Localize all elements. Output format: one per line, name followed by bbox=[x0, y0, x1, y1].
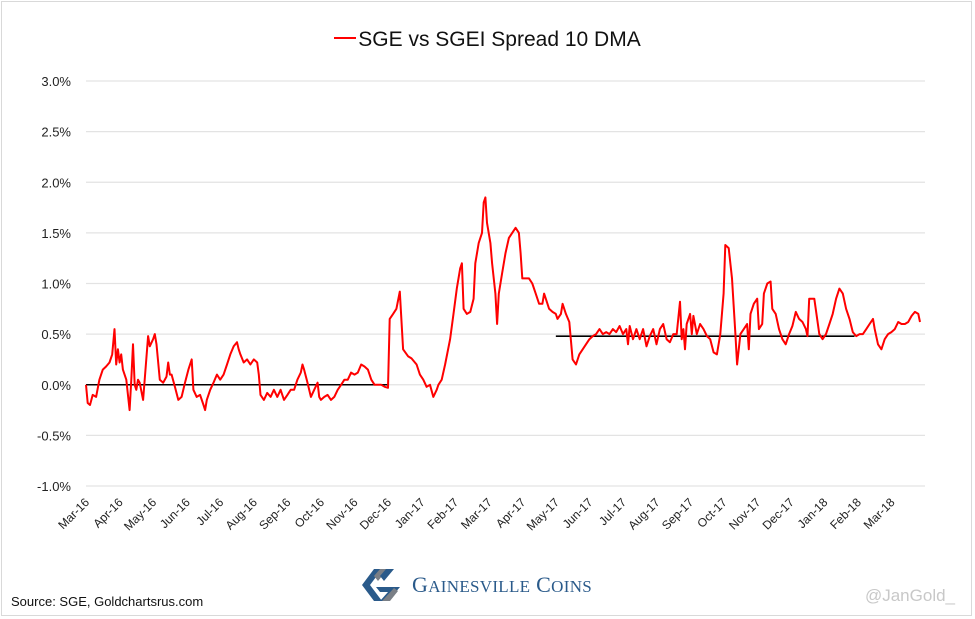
chart-title-text: SGE vs SGEI Spread 10 DMA bbox=[358, 28, 641, 51]
x-tick-label: Apr-16 bbox=[90, 495, 126, 531]
gainesville-coins-logo: GAINESVILLE COINS bbox=[360, 567, 592, 603]
x-tick-label: Oct-17 bbox=[694, 495, 730, 531]
y-tick-label: 1.0% bbox=[41, 277, 71, 292]
x-tick-label: Jul-16 bbox=[193, 495, 226, 528]
x-tick-label: Aug-16 bbox=[223, 495, 260, 532]
y-tick-label: 0.5% bbox=[41, 327, 71, 342]
y-tick-label: 3.0% bbox=[41, 74, 71, 89]
x-tick-label: Jul-17 bbox=[596, 495, 629, 528]
y-tick-label: 0.0% bbox=[41, 378, 71, 393]
x-tick-label: Sep-16 bbox=[256, 495, 293, 532]
x-tick-label: May-17 bbox=[524, 495, 562, 533]
x-tick-label: Sep-17 bbox=[659, 495, 696, 532]
x-tick-label: Jun-16 bbox=[157, 495, 193, 531]
x-tick-label: Feb-18 bbox=[827, 495, 864, 532]
y-tick-label: -1.0% bbox=[37, 479, 71, 494]
source-note: Source: SGE, Goldchartsrus.com bbox=[11, 594, 204, 609]
legend-swatch bbox=[334, 37, 357, 40]
x-tick-label: Apr-17 bbox=[493, 495, 529, 531]
x-tick-label: Aug-17 bbox=[625, 495, 662, 532]
y-tick-label: 2.5% bbox=[41, 125, 71, 140]
y-axis: 3.0% 2.5% 2.0% 1.5% 1.0% 0.5% 0.0% -0.5% -1.0% bbox=[37, 74, 71, 494]
x-tick-label: Jun-17 bbox=[560, 495, 596, 531]
chart-title: SGE vs SGEI Spread 10 DMA bbox=[0, 28, 975, 52]
series-layer bbox=[85, 196, 921, 412]
x-tick-label: Nov-16 bbox=[323, 495, 360, 532]
logo-text: GAINESVILLE COINS bbox=[412, 572, 593, 597]
y-tick-label: 2.0% bbox=[41, 175, 71, 190]
x-tick-label: Mar-17 bbox=[458, 495, 495, 532]
x-tick-label: Feb-17 bbox=[424, 495, 461, 532]
x-tick-label: Jan-17 bbox=[392, 495, 428, 531]
x-tick-label: Nov-17 bbox=[726, 495, 763, 532]
x-tick-label: Oct-16 bbox=[292, 495, 328, 531]
series-line bbox=[85, 196, 921, 412]
y-tick-label: -0.5% bbox=[37, 428, 71, 443]
grid-lines bbox=[86, 80, 925, 487]
x-tick-label: Jan-18 bbox=[795, 495, 831, 531]
y-tick-label: 1.5% bbox=[41, 226, 71, 241]
x-tick-label: Mar-18 bbox=[861, 495, 898, 532]
logo-mark-icon bbox=[362, 569, 400, 601]
x-tick-label: Dec-16 bbox=[357, 495, 394, 532]
x-tick-label: Mar-16 bbox=[55, 495, 92, 532]
x-tick-label: May-16 bbox=[121, 495, 159, 533]
author-handle: @JanGold_ bbox=[864, 586, 955, 605]
x-tick-label: Dec-17 bbox=[760, 495, 797, 532]
